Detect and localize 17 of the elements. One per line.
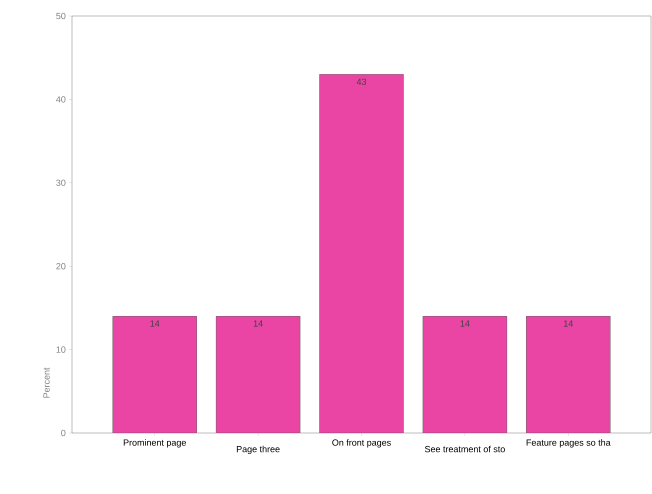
data-label: 43 [356, 78, 366, 85]
y-tick-label: 10 [56, 346, 66, 353]
x-tick-label: Prominent page [124, 439, 186, 448]
y-tick-label: 50 [56, 12, 66, 20]
x-tick-label: Feature pages so tha [526, 439, 611, 448]
data-label: 14 [150, 320, 160, 327]
y-tick-label: 30 [56, 180, 66, 186]
data-label: 14 [564, 320, 574, 327]
x-tick-label: On front pages [332, 439, 391, 448]
x-tick-label: See treatment of sto [424, 446, 505, 452]
y-tick-label: 40 [56, 96, 66, 103]
y-tick-label: 0 [61, 430, 66, 436]
y-axis-title: Percent [43, 368, 50, 398]
x-tick-label: Page three [236, 446, 280, 454]
data-label: 14 [460, 320, 470, 327]
data-label: 14 [254, 320, 263, 327]
y-tick-label: 20 [56, 263, 66, 270]
